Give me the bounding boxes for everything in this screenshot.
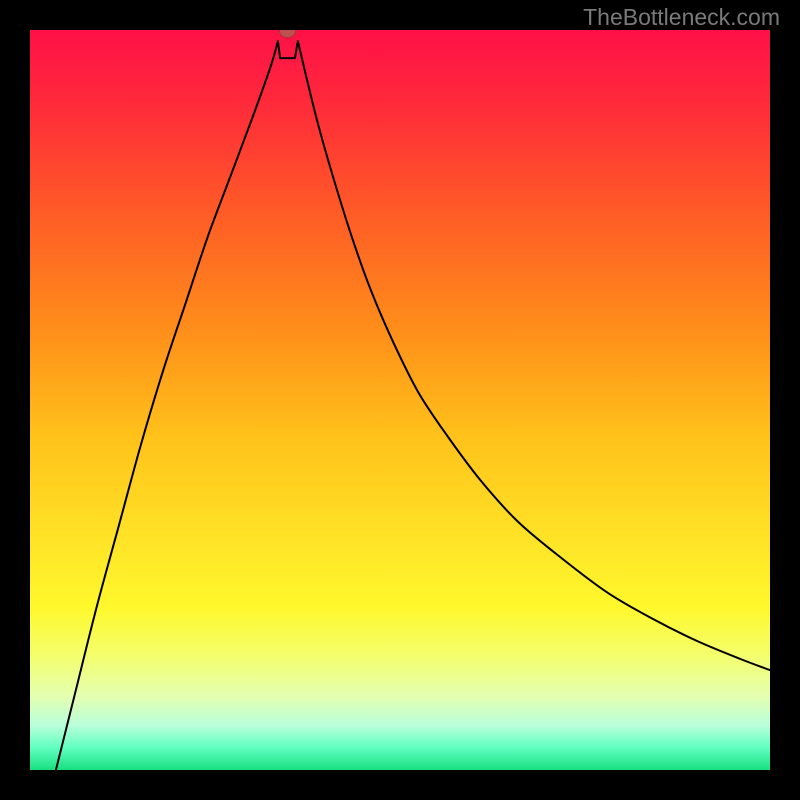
watermark-text: TheBottleneck.com xyxy=(583,4,780,31)
gradient-background xyxy=(30,30,770,770)
plot-area xyxy=(30,30,770,770)
